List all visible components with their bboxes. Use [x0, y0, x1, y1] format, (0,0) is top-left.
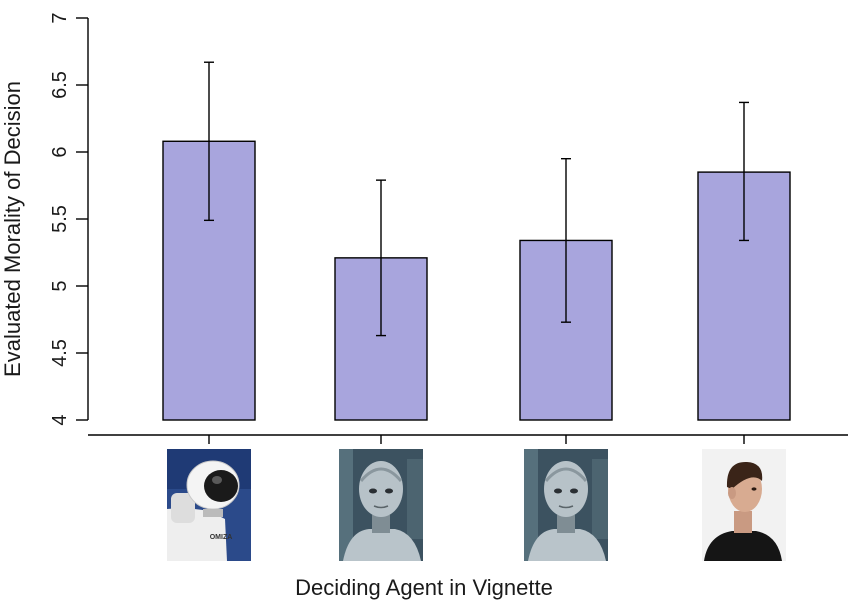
- error-bar-4: [739, 101, 749, 242]
- y-tick-label-4: 6: [49, 146, 71, 157]
- y-axis: 4 4.5 5 5.5 6 6.5 7: [49, 12, 89, 426]
- y-tick-label-0: 4: [49, 414, 71, 425]
- error-bars-layer: [204, 61, 749, 337]
- y-tick-label-5: 6.5: [49, 71, 71, 99]
- y-tick-label-3: 5.5: [49, 205, 71, 233]
- y-axis-title: Evaluated Morality of Decision: [0, 81, 25, 377]
- category-icons: OMIZA: [167, 449, 786, 561]
- human-man-icon: [702, 449, 786, 561]
- x-axis-title: Deciding Agent in Vignette: [295, 575, 553, 600]
- bars-layer: [162, 140, 791, 421]
- error-bar-1: [204, 61, 214, 222]
- error-bar-3: [561, 157, 571, 323]
- y-tick-label-1: 4.5: [49, 339, 71, 367]
- y-tick-label-2: 5: [49, 280, 71, 291]
- error-bar-2: [376, 179, 386, 337]
- humanoid-robot-face-icon: [524, 449, 608, 561]
- humanoid-robot-face-icon: [339, 449, 423, 561]
- robot-chest-label: OMIZA: [210, 534, 233, 541]
- y-tick-label-6: 7: [49, 12, 71, 23]
- x-axis: [88, 434, 848, 444]
- mechanical-robot-icon: OMIZA: [167, 449, 251, 561]
